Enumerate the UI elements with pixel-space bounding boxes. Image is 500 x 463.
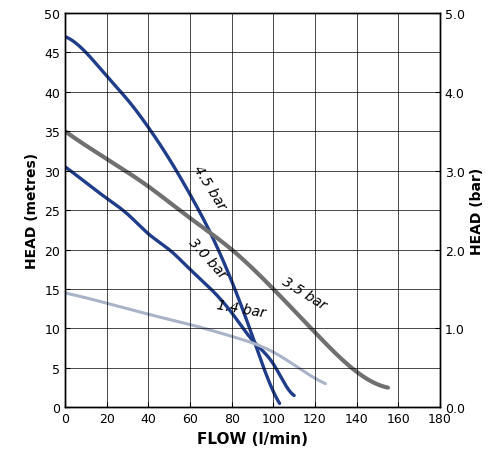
Text: 3.0 bar: 3.0 bar bbox=[186, 235, 230, 281]
X-axis label: FLOW (l/min): FLOW (l/min) bbox=[197, 431, 308, 446]
Text: 1.4 bar: 1.4 bar bbox=[215, 298, 266, 320]
Text: 3.5 bar: 3.5 bar bbox=[280, 274, 329, 313]
Y-axis label: HEAD (bar): HEAD (bar) bbox=[470, 167, 484, 254]
Text: 4.5 bar: 4.5 bar bbox=[190, 163, 228, 212]
Y-axis label: HEAD (metres): HEAD (metres) bbox=[24, 153, 38, 269]
